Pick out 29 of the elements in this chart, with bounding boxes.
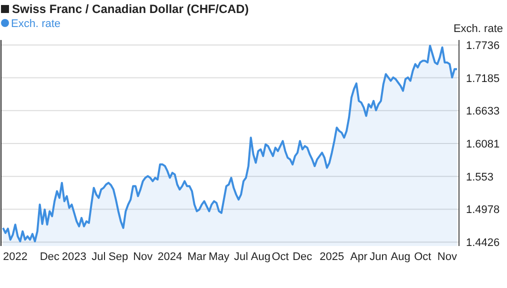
legend-label: Exch. rate xyxy=(11,18,61,30)
y-tick-label: 1.4426 xyxy=(466,237,500,250)
y-axis-title: Exch. rate xyxy=(453,23,503,35)
x-tick-label: Dec xyxy=(292,251,313,263)
x-tick-label: Jul xyxy=(234,251,248,263)
chart-title: Swiss Franc / Canadian Dollar (CHF/CAD) xyxy=(12,2,249,16)
x-tick-label: Dec xyxy=(40,251,60,263)
x-tick-label: Aug xyxy=(250,251,270,263)
x-tick-label: 2023 xyxy=(62,251,86,263)
x-tick-label: Mar xyxy=(187,251,207,263)
x-tick-label: Nov xyxy=(437,251,458,263)
x-tick-label: 2024 xyxy=(158,251,182,263)
x-tick-label: Jun xyxy=(370,251,388,263)
x-tick-label: May xyxy=(208,251,230,263)
y-tick-label: 1.6081 xyxy=(466,138,500,151)
x-tick-label: Jul xyxy=(92,251,106,263)
x-tick-label: Sep xyxy=(108,251,128,263)
x-tick-label: 2022 xyxy=(3,251,28,263)
x-tick-label: Apr xyxy=(350,251,368,263)
y-tick-label: 1.7185 xyxy=(466,72,500,85)
x-tick-label: Nov xyxy=(133,251,154,263)
y-tick-label: 1.6633 xyxy=(466,106,500,118)
x-tick-label: Oct xyxy=(414,251,432,263)
y-tick-label: 1.7736 xyxy=(466,40,500,52)
y-tick-label: 1.553 xyxy=(466,171,494,184)
x-tick-label: Oct xyxy=(272,251,289,263)
x-tick-label: Aug xyxy=(390,251,410,263)
x-tick-label: 2025 xyxy=(320,251,344,263)
y-tick-label: 1.4978 xyxy=(466,204,500,216)
